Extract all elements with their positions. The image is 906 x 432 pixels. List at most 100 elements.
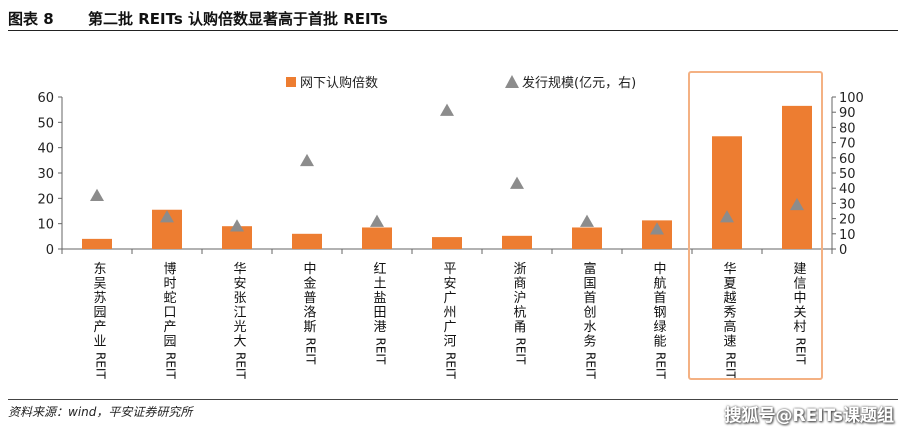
category-label-char: 业 (93, 335, 106, 350)
category-label-char: 苏 (93, 290, 106, 306)
triangle-marker (90, 188, 104, 202)
category-label-char: 江 (233, 306, 246, 321)
left-axis-tick-label: 50 (37, 116, 54, 131)
bar (502, 235, 532, 249)
category-label-char: 务 (583, 334, 596, 350)
category-label-suffix: REIT (304, 338, 318, 365)
category-label-char: 高 (723, 319, 736, 335)
source-note: 资料来源：wind，平安证券研究所 (8, 405, 193, 419)
category-label-char: 斯 (303, 320, 316, 335)
left-axis-tick-label: 60 (37, 91, 54, 106)
category-label-char: 沪 (513, 290, 526, 306)
category-label-suffix: REIT (654, 352, 668, 379)
category-label-char: 越 (723, 291, 736, 306)
category-label-char: 中 (653, 262, 666, 277)
category-labels: 东吴苏园产业REIT博时蛇口产园REIT华安张江光大REIT中金普洛斯REIT红… (93, 261, 807, 379)
category-label-char: 建 (793, 262, 806, 277)
left-axis-tick-label: 20 (37, 192, 54, 207)
category-label-suffix: REIT (724, 352, 738, 379)
legend-bar-swatch (286, 77, 296, 87)
right-axis-tick-label: 60 (839, 152, 856, 167)
category-label-suffix: REIT (444, 352, 458, 379)
category-label-char: 绿 (653, 320, 666, 335)
chart-legend: 网下认购倍数 发行规模(亿元，右) (286, 75, 636, 91)
category-label-char: 富 (583, 261, 596, 277)
right-axis-tick-label: 100 (839, 91, 864, 106)
category-label-char: 州 (443, 306, 456, 321)
right-axis-tick-label: 10 (839, 228, 856, 243)
category-label-char: 村 (793, 320, 806, 335)
category-label-char: 中 (793, 291, 806, 306)
category-label-char: 水 (583, 320, 596, 335)
figure-header: 图表 8 第二批 REITs 认购倍数显著高于首批 REITs (8, 6, 898, 31)
triangle-marker (370, 214, 384, 227)
category-label-char: 产 (163, 320, 176, 335)
bar (362, 227, 392, 249)
category-label-char: 口 (163, 306, 176, 321)
category-label-suffix: REIT (374, 338, 388, 365)
right-axis-tick-label: 20 (839, 213, 856, 228)
bar (432, 237, 462, 249)
category-label-char: 平 (443, 262, 456, 277)
category-label-suffix: REIT (584, 352, 598, 379)
category-label-char: 田 (373, 306, 386, 321)
triangle-marker (790, 197, 804, 211)
left-axis-tick-label: 0 (46, 243, 54, 258)
right-axis-tick-label: 30 (839, 197, 856, 212)
right-axis-tick-label: 80 (839, 121, 856, 136)
triangle-marker (230, 219, 244, 232)
category-label-char: 杭 (513, 306, 526, 321)
category-label-char: 商 (513, 277, 526, 292)
category-label-suffix: REIT (514, 338, 528, 365)
category-label-char: 能 (653, 335, 666, 350)
category-label-char: 甬 (513, 320, 526, 335)
triangle-marker (650, 222, 664, 235)
category-label-char: 东 (93, 262, 106, 277)
category-label-char: 园 (93, 306, 106, 321)
category-label-char: 中 (303, 262, 316, 277)
category-label-suffix: REIT (794, 338, 808, 365)
left-axis-tick-label: 30 (37, 167, 54, 182)
category-label-char: 广 (443, 291, 456, 306)
category-label-char: 园 (163, 335, 176, 350)
category-label-char: 河 (443, 335, 456, 350)
category-label-char: 张 (233, 291, 246, 306)
triangle-marker (160, 210, 174, 223)
left-axis-tick-label: 40 (37, 142, 54, 157)
watermark: 搜狐号@REITs课题组 (724, 406, 895, 426)
category-label-char: 信 (793, 277, 806, 292)
legend-bar-label: 网下认购倍数 (300, 75, 378, 91)
category-label-char: 普 (303, 291, 316, 306)
bar (292, 233, 322, 249)
category-label-char: 大 (233, 335, 246, 350)
legend-marker-swatch (505, 75, 519, 88)
bar-series (82, 105, 812, 249)
category-label-char: 港 (373, 320, 386, 335)
bar (82, 238, 112, 249)
category-label-char: 金 (303, 276, 316, 292)
left-axis-tick-label: 10 (37, 218, 54, 233)
category-label-suffix: REIT (94, 352, 108, 379)
category-label-char: 夏 (723, 277, 736, 292)
right-axis-tick-label: 40 (839, 182, 856, 197)
category-label-char: 安 (233, 277, 246, 292)
category-label-char: 安 (443, 277, 456, 292)
figure-title: 第二批 REITs 认购倍数显著高于首批 REITs (88, 10, 388, 28)
category-label-char: 速 (723, 335, 736, 350)
category-label-char: 红 (373, 261, 386, 277)
footer-divider (8, 399, 898, 400)
triangle-marker (440, 103, 454, 116)
category-label-char: 广 (443, 320, 456, 335)
right-axis-tick-label: 0 (839, 243, 847, 258)
category-label-char: 土 (373, 277, 386, 292)
triangle-marker (510, 176, 524, 189)
